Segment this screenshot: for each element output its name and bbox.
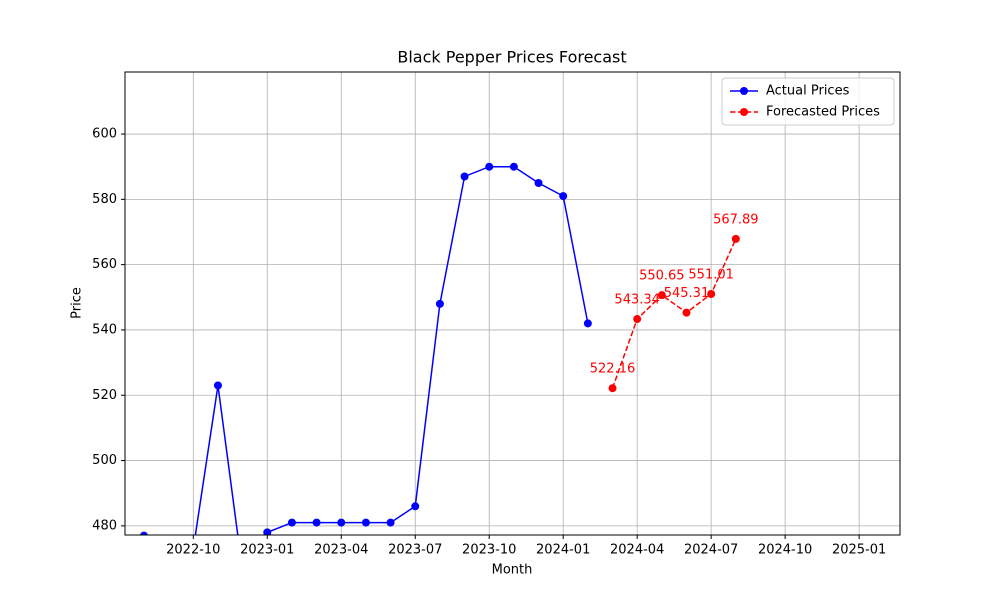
legend-marker xyxy=(740,108,748,116)
data-point xyxy=(633,315,642,324)
y-tick-label: 560 xyxy=(92,257,117,272)
data-point xyxy=(386,518,395,527)
x-tick-label: 2023-07 xyxy=(388,543,442,558)
data-point xyxy=(707,289,716,298)
y-tick-label: 540 xyxy=(92,322,117,337)
data-label: 543.34 xyxy=(614,293,660,308)
data-point xyxy=(657,291,666,300)
x-tick-label: 2024-07 xyxy=(684,543,738,558)
data-point xyxy=(608,384,617,393)
data-point xyxy=(435,299,444,308)
data-point xyxy=(140,531,148,535)
x-tick-label: 2023-10 xyxy=(462,543,516,558)
axes-frame xyxy=(124,71,901,536)
data-point xyxy=(337,518,346,527)
x-axis-label: Month xyxy=(492,563,533,578)
data-point xyxy=(485,162,494,171)
series-line xyxy=(611,238,737,389)
legend-box xyxy=(721,77,895,126)
x-tick-label: 2025-01 xyxy=(832,543,886,558)
grid xyxy=(125,72,900,535)
y-tick-label: 500 xyxy=(92,453,117,468)
data-point xyxy=(509,162,518,171)
chart-title: Black Pepper Prices Forecast xyxy=(397,48,626,67)
x-tick-label: 2024-04 xyxy=(610,543,664,558)
data-point xyxy=(312,518,321,527)
x-tick-label: 2024-10 xyxy=(758,543,812,558)
data-point xyxy=(583,319,592,328)
x-tick-label: 2023-01 xyxy=(240,543,294,558)
data-point xyxy=(682,308,691,317)
data-label: 551.01 xyxy=(688,267,734,282)
y-tick-label: 480 xyxy=(92,518,117,533)
data-point xyxy=(287,518,296,527)
legend-label: Forecasted Prices xyxy=(766,105,880,120)
x-tick-label: 2022-10 xyxy=(166,543,220,558)
data-point xyxy=(213,381,222,390)
x-tick-label: 2024-01 xyxy=(536,543,590,558)
data-point xyxy=(411,502,420,511)
y-tick-label: 600 xyxy=(92,127,117,142)
legend-label: Actual Prices xyxy=(766,84,850,99)
plot-area xyxy=(140,162,740,535)
data-point xyxy=(534,179,543,188)
data-point xyxy=(559,192,568,201)
data-label: 550.65 xyxy=(639,269,685,284)
data-label: 522.16 xyxy=(590,362,636,377)
y-tick-label: 580 xyxy=(92,192,117,207)
data-label: 545.31 xyxy=(664,286,710,301)
legend-marker xyxy=(740,87,748,95)
data-label: 567.89 xyxy=(713,212,759,227)
y-tick-label: 520 xyxy=(92,388,117,403)
data-point xyxy=(731,234,740,243)
legend: Actual Prices Forecasted Prices xyxy=(721,77,895,126)
data-point xyxy=(263,528,272,535)
x-tick-label: 2023-04 xyxy=(314,543,368,558)
data-point xyxy=(361,518,370,527)
data-point xyxy=(460,172,469,181)
y-axis-label: Price xyxy=(70,287,85,319)
